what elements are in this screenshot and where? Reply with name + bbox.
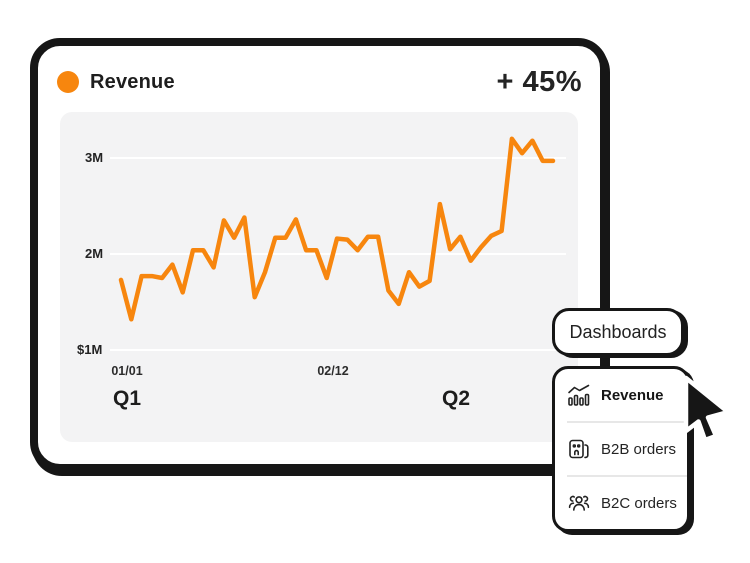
y-axis-tick-2m: 2M — [85, 246, 104, 261]
card-title: Revenue — [90, 70, 175, 93]
x-axis-tick-0212: 02/12 — [317, 364, 349, 378]
dashboards-button-label: Dashboards — [569, 321, 667, 342]
revenue-card: Revenue + 45% 3M 2M $1M 01/01 02/12 Q1 Q… — [30, 38, 608, 472]
menu-item-label: B2B orders — [601, 440, 677, 458]
menu-divider — [567, 475, 687, 477]
dashboards-dropdown-button[interactable]: Dashboards — [552, 308, 684, 356]
y-axis-tick-3m: 3M — [85, 150, 104, 165]
revenue-dot-icon — [57, 71, 79, 93]
gridline-2m — [110, 253, 566, 255]
quarter-label-q1: Q1 — [112, 387, 141, 410]
y-axis-tick-1m: $1M — [77, 342, 103, 357]
menu-item-b2c-orders[interactable]: B2C orders — [555, 477, 687, 529]
menu-item-b2b-orders[interactable]: B2B orders — [555, 423, 687, 475]
trend-chart-icon — [567, 383, 591, 407]
gridline-1m — [110, 349, 566, 351]
quarter-label-q2: Q2 — [441, 387, 470, 410]
gridline-3m — [110, 157, 566, 159]
menu-divider — [567, 421, 687, 423]
menu-item-label: B2C orders — [601, 494, 677, 512]
people-group-icon — [567, 491, 591, 515]
dashboards-menu: Revenue B2B orders — [552, 366, 690, 532]
building-icon — [567, 437, 591, 461]
menu-item-revenue[interactable]: Revenue — [555, 369, 687, 421]
revenue-line-chart: 3M 2M $1M 01/01 02/12 Q1 Q2 — [60, 112, 578, 442]
revenue-line-svg — [118, 136, 556, 322]
revenue-series-line — [118, 136, 556, 322]
delta-badge: + 45% — [496, 65, 582, 98]
menu-item-label: Revenue — [601, 386, 664, 404]
card-header: Revenue + 45% — [57, 64, 582, 100]
x-axis-tick-0101: 01/01 — [111, 364, 143, 378]
